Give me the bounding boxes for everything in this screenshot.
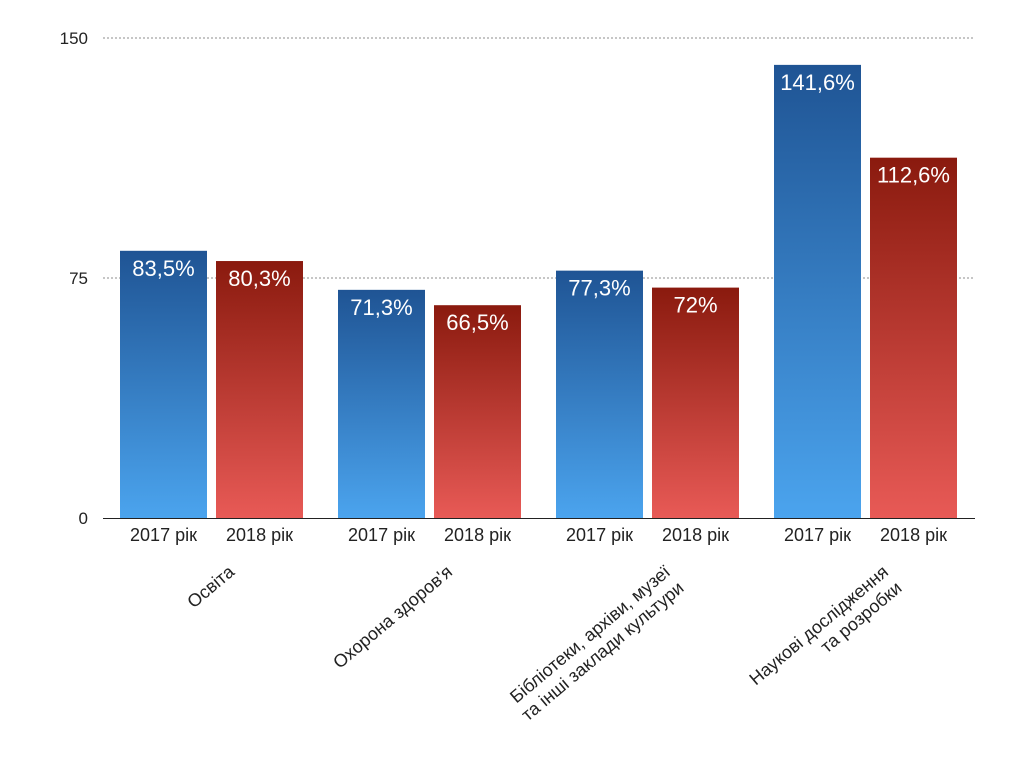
bar [120, 250, 207, 519]
bars [120, 64, 957, 519]
x-tick-label: 2017 рік [348, 525, 415, 545]
bar [556, 270, 643, 518]
bar [870, 157, 957, 518]
bar [434, 305, 521, 518]
data-label: 141,6% [780, 70, 855, 95]
category-label-line: та інші заклади культури [517, 578, 687, 725]
bar [338, 289, 425, 518]
data-label: 71,3% [350, 295, 412, 320]
data-label: 112,6% [877, 163, 950, 188]
x-tick-label: 2017 рік [784, 525, 851, 545]
y-tick-label: 150 [60, 29, 88, 48]
y-tick-label: 75 [69, 269, 88, 288]
category-label-line: Наукові дослідження [745, 561, 892, 689]
data-label: 83,5% [132, 256, 194, 281]
x-tick-label: 2018 рік [444, 525, 511, 545]
data-label: 77,3% [568, 276, 630, 301]
bar [774, 64, 861, 518]
bar [216, 261, 303, 518]
category-label-line: Освіта [183, 561, 238, 612]
category-label-line: Бібліотеки, архіви, музеї [506, 561, 674, 706]
x-tick-label: 2017 рік [566, 525, 633, 545]
data-label: 66,5% [446, 310, 508, 335]
x-tick-label: 2018 рік [662, 525, 729, 545]
category-label: Охорона здоров'я [329, 561, 456, 672]
bar [652, 287, 739, 518]
x-tick-label: 2018 рік [226, 525, 293, 545]
x-tick-label: 2018 рік [880, 525, 947, 545]
data-label: 80,3% [228, 266, 290, 291]
y-tick-label: 0 [79, 509, 88, 528]
data-label: 72% [673, 293, 717, 318]
category-label-line: Охорона здоров'я [329, 561, 456, 672]
category-label: Освіта [183, 561, 238, 612]
x-tick-label: 2017 рік [130, 525, 197, 545]
